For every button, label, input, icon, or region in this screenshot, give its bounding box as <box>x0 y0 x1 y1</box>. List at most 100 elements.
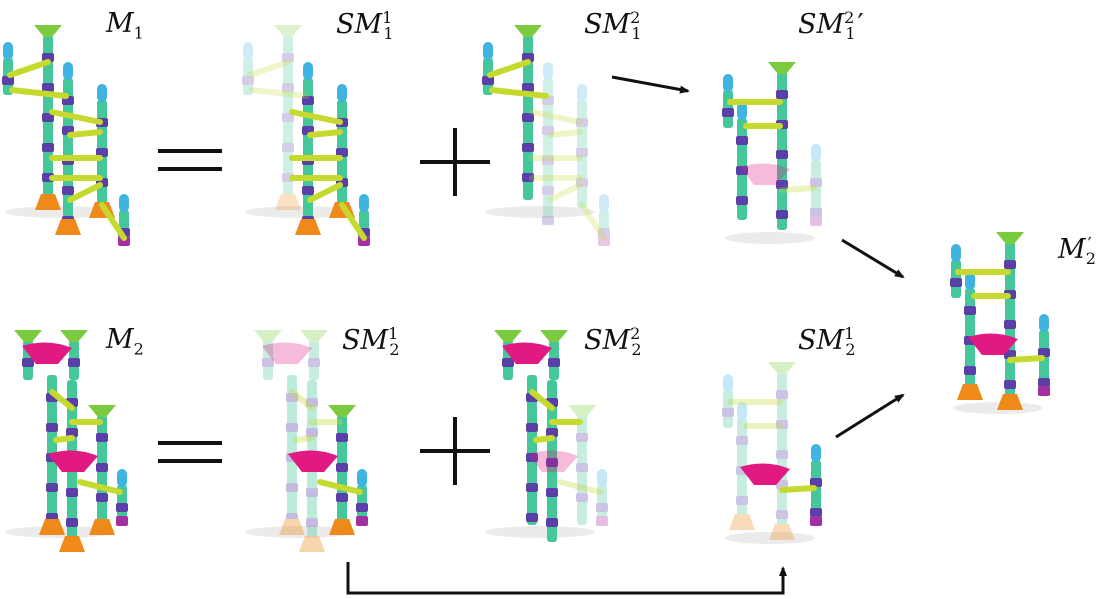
connector <box>46 483 58 492</box>
connector <box>546 518 558 527</box>
connector <box>546 428 558 437</box>
base <box>59 536 85 552</box>
cap <box>243 42 253 60</box>
submodel-sm1-1 <box>242 25 370 246</box>
pole <box>596 469 608 526</box>
tube-segment <box>287 375 297 525</box>
rail <box>49 389 75 411</box>
pink-funnel <box>968 333 1018 355</box>
connector <box>810 478 822 487</box>
rail <box>249 87 309 99</box>
funnel <box>14 330 42 342</box>
rail <box>289 109 343 125</box>
base <box>39 519 65 535</box>
shadow <box>485 206 595 218</box>
funnel <box>88 405 116 417</box>
funnel <box>328 405 356 417</box>
tube-segment <box>577 100 587 208</box>
cap <box>965 272 975 290</box>
cap <box>97 84 107 102</box>
funnel <box>60 330 88 342</box>
connector <box>736 196 748 205</box>
connector <box>598 228 610 237</box>
connector <box>542 186 554 195</box>
base <box>275 194 301 210</box>
pink-funnel <box>48 450 98 472</box>
rail <box>53 435 75 443</box>
connector <box>1004 320 1016 329</box>
cap <box>599 194 609 212</box>
label-m2-prime: M ′2 <box>1058 234 1096 269</box>
pole <box>39 375 65 535</box>
connector <box>548 358 560 367</box>
rail <box>529 389 555 411</box>
connector <box>116 503 128 512</box>
pole <box>768 362 796 540</box>
pole <box>328 405 356 535</box>
rail <box>7 59 51 78</box>
base <box>295 219 321 235</box>
connector <box>302 186 314 195</box>
base <box>997 394 1023 410</box>
pole <box>540 330 568 380</box>
rail <box>317 479 363 495</box>
rail <box>67 129 103 138</box>
connector <box>306 428 318 437</box>
connector <box>526 453 538 462</box>
label-sm2-2: SM22 <box>584 324 642 360</box>
pole <box>736 102 748 220</box>
tube-segment <box>723 390 733 428</box>
cap <box>737 102 747 120</box>
submodel-sm1-2-prime <box>722 62 822 244</box>
rail <box>533 435 555 443</box>
model-m2 <box>5 330 128 552</box>
connector <box>286 513 298 522</box>
connector <box>776 390 788 399</box>
funnel <box>514 25 542 37</box>
pink-funnel <box>740 463 790 485</box>
cap <box>357 469 367 487</box>
connector <box>286 423 298 432</box>
base <box>55 219 81 235</box>
connector <box>286 483 298 492</box>
connector <box>596 503 608 512</box>
connector <box>776 420 788 429</box>
base <box>329 519 355 535</box>
base <box>810 216 822 226</box>
arrow-sm2-1-to-m2-prime <box>835 393 905 439</box>
cap <box>951 244 961 262</box>
base <box>279 519 305 535</box>
arrow-sm1-2-to-sm1-2-prime <box>611 75 690 94</box>
arrow-sm2-1-move <box>346 562 787 595</box>
label-sm1-1: SM11 <box>336 8 394 44</box>
connector <box>336 433 348 442</box>
funnel <box>254 330 282 342</box>
shadow <box>725 532 815 544</box>
connector <box>336 148 348 157</box>
connector <box>810 508 822 517</box>
connector <box>522 173 534 182</box>
submodel-sm1-2 <box>482 25 610 246</box>
connector <box>482 76 494 85</box>
pink-funnel <box>740 163 790 185</box>
connector <box>62 186 74 195</box>
rail <box>779 185 817 193</box>
cap <box>811 444 821 462</box>
tube-segment <box>597 485 607 520</box>
submodel-sm2-1-moved <box>722 362 822 544</box>
shadow <box>725 232 815 244</box>
connector <box>542 216 554 225</box>
tube-segment <box>309 340 319 380</box>
tube-segment <box>263 340 273 380</box>
cap <box>577 84 587 102</box>
connector <box>302 96 314 105</box>
connector <box>526 513 538 522</box>
rail <box>307 129 343 138</box>
label-sm1-2-prime: SM21′ <box>798 8 864 44</box>
pole <box>60 330 88 380</box>
cap <box>723 74 733 92</box>
funnel <box>494 330 522 342</box>
shadow <box>245 206 355 218</box>
connector <box>68 358 80 367</box>
connector <box>242 76 254 85</box>
